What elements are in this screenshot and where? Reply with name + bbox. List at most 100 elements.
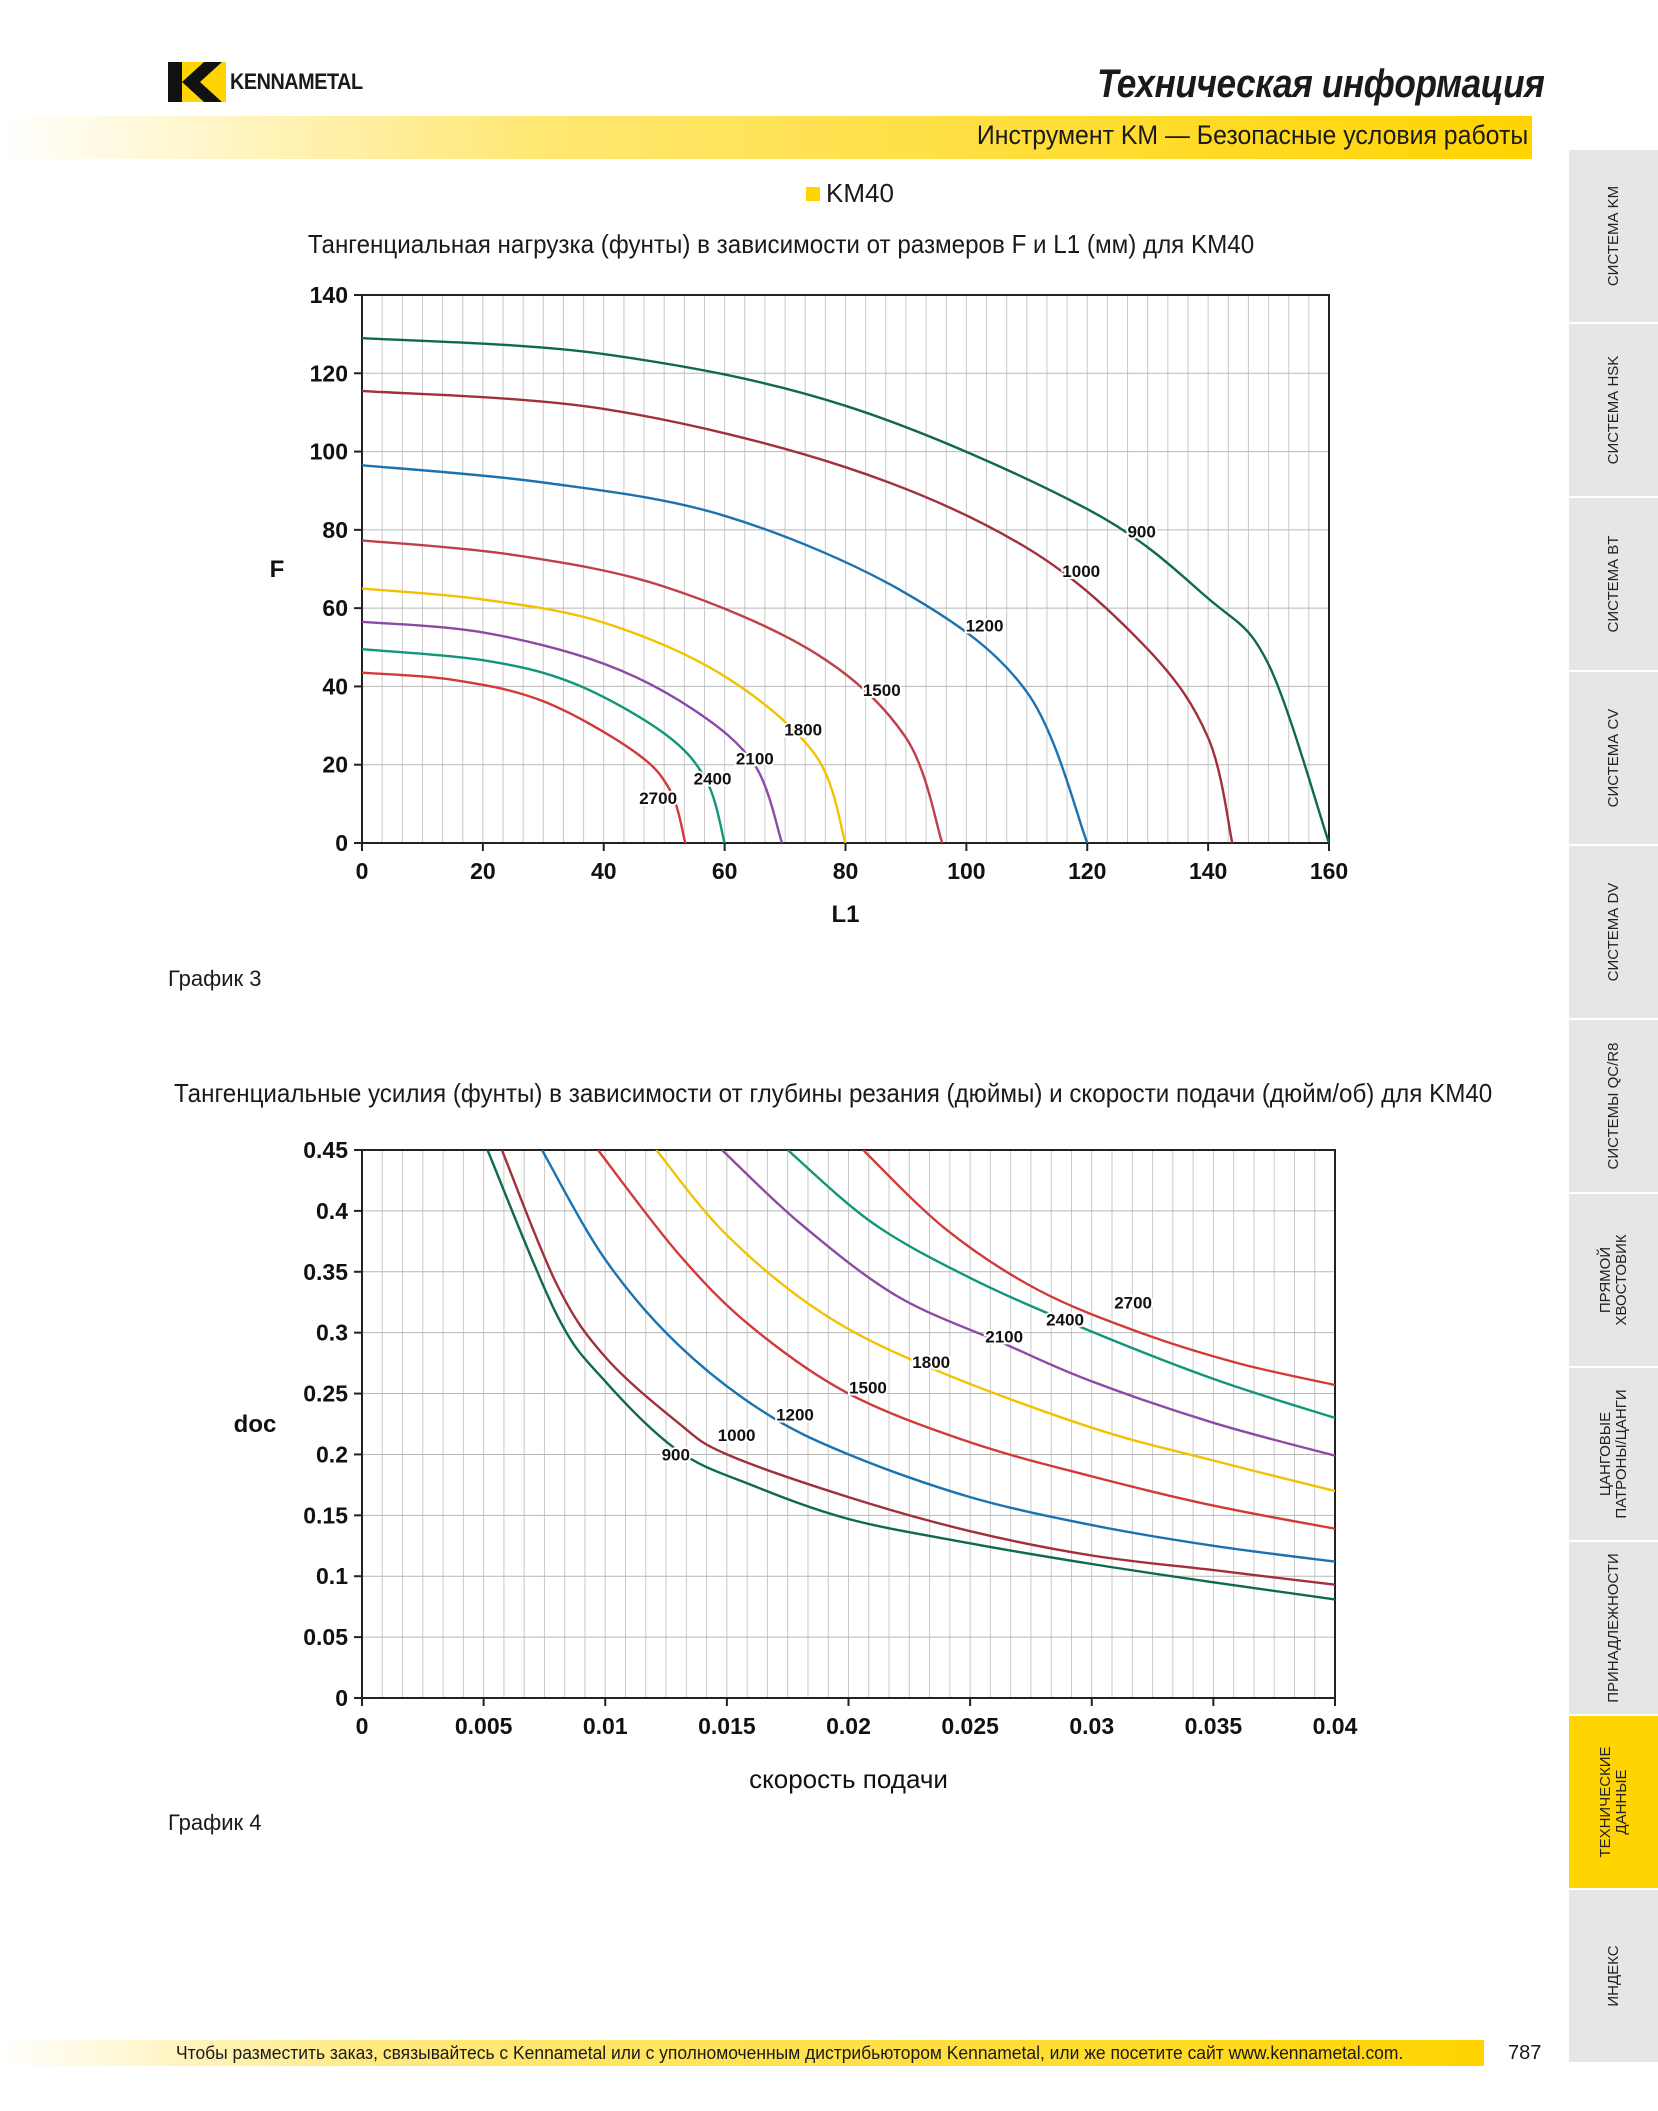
series-label: 1200 — [966, 617, 1004, 636]
series-line-1200 — [362, 464, 1089, 843]
kennametal-logo: KENNAMETAL — [168, 62, 377, 102]
sidebar-tab-label: ПРИНАДЛЕЖНОСТИ — [1604, 1553, 1622, 1703]
series-label: 2700 — [1114, 1293, 1152, 1312]
chart2-caption: График 4 — [168, 1810, 262, 1835]
chart1-title: Тангенциальная нагрузка (фунты) в зависи… — [307, 229, 1255, 259]
series-label: 2100 — [736, 750, 774, 769]
x-tick-label: 0.04 — [1313, 1713, 1358, 1739]
x-axis-title: L1 — [831, 901, 859, 928]
chart2 — [354, 1149, 1336, 1706]
y-tick-label: 0.45 — [303, 1137, 348, 1163]
series-label: 2400 — [1046, 1310, 1084, 1329]
series-label: 1500 — [863, 681, 901, 700]
sidebar-tab-10[interactable]: ИНДЕКС — [1569, 1890, 1658, 2064]
series-line-2700 — [862, 1150, 1335, 1387]
x-tick-label: 80 — [833, 858, 859, 884]
sidebar-tab-label: СИСТЕМА DV — [1604, 882, 1622, 982]
x-tick-label: 0 — [356, 858, 369, 884]
y-tick-label: 80 — [322, 517, 348, 543]
kennametal-k-icon — [168, 62, 226, 102]
y-tick-label: 0 — [335, 830, 348, 856]
series-line-2400 — [362, 648, 726, 843]
y-tick-label: 140 — [310, 282, 348, 308]
series-label: 1200 — [776, 1405, 814, 1424]
y-axis-title: F — [270, 556, 285, 583]
x-tick-label: 0.015 — [698, 1713, 756, 1739]
y-tick-label: 100 — [310, 439, 348, 465]
x-tick-label: 0.02 — [826, 1713, 871, 1739]
y-tick-label: 0.25 — [303, 1381, 348, 1407]
y-tick-label: 0.05 — [303, 1624, 348, 1650]
y-tick-label: 0.3 — [316, 1320, 348, 1346]
y-tick-label: 0.4 — [316, 1198, 348, 1224]
sidebar-tab-label: СИСТЕМА CV — [1604, 708, 1622, 808]
chart2-title: Тангенциальные усилия (фунты) в зависимо… — [174, 1078, 1493, 1108]
series-label: 2700 — [639, 789, 677, 808]
x-tick-label: 0 — [356, 1713, 369, 1739]
sidebar-tab-5[interactable]: СИСТЕМЫ QC/R8 — [1569, 1020, 1658, 1194]
sidebar-tab-8[interactable]: ПРИНАДЛЕЖНОСТИ — [1569, 1542, 1658, 1716]
y-tick-label: 20 — [322, 752, 348, 778]
chart1-caption: График 3 — [168, 966, 262, 991]
series-label: 1500 — [849, 1379, 887, 1398]
y-tick-label: 0.2 — [316, 1441, 348, 1467]
sidebar-tab-label: ИНДЕКС — [1604, 1945, 1622, 2007]
sidebar-tab-label: СИСТЕМЫ QC/R8 — [1604, 1042, 1622, 1170]
legend-swatch — [806, 186, 820, 201]
x-tick-label: 0.01 — [583, 1713, 628, 1739]
series-line-2400 — [786, 1150, 1335, 1420]
sidebar-tab-2[interactable]: СИСТЕМА BT — [1569, 498, 1658, 672]
sidebar-tab-label: ПРЯМОЙ ХВОСТОВИК — [1596, 1234, 1630, 1326]
series-label: 1000 — [1062, 562, 1100, 581]
x-tick-label: 0.03 — [1069, 1713, 1114, 1739]
sidebar-tab-label: СИСТЕМА KM — [1604, 185, 1622, 287]
page-title: Техническая информация — [1096, 62, 1545, 106]
series-line-2100 — [362, 620, 784, 843]
x-tick-label: 0.005 — [455, 1713, 513, 1739]
sidebar-tab-0[interactable]: СИСТЕМА KM — [1569, 150, 1658, 324]
series-line-1000 — [500, 1150, 1335, 1586]
sidebar-tab-label: ТЕХНИЧЕСКИЕ ДАННЫЕ — [1596, 1746, 1630, 1858]
series-label: 900 — [662, 1446, 690, 1465]
series-label: 1800 — [912, 1353, 950, 1372]
section-subtitle: Инструмент KM — Безопасные условия работ… — [976, 120, 1528, 150]
x-tick-label: 60 — [712, 858, 738, 884]
series-line-1000 — [362, 389, 1234, 843]
page-number: 787 — [1508, 2042, 1542, 2064]
series-line-900 — [486, 1150, 1335, 1601]
series-line-1500 — [597, 1150, 1335, 1530]
sidebar-tab-9[interactable]: ТЕХНИЧЕСКИЕ ДАННЫЕ — [1569, 1716, 1658, 1890]
y-tick-label: 0.1 — [316, 1563, 348, 1589]
series-label: 1000 — [718, 1426, 756, 1445]
x-tick-label: 0.025 — [941, 1713, 999, 1739]
chart-legend: KM40 — [806, 178, 894, 209]
series-line-900 — [362, 336, 1329, 843]
y-axis-title: doc — [234, 1411, 277, 1438]
y-tick-label: 40 — [322, 673, 348, 699]
series-label: 1800 — [784, 720, 822, 739]
sidebar-nav: СИСТЕМА KM СИСТЕМА HSK СИСТЕМА BT СИСТЕМА C… — [1569, 150, 1658, 2064]
sidebar-tab-label: СИСТЕМА HSK — [1604, 355, 1622, 465]
brand-name: KENNAMETAL — [230, 69, 363, 94]
sidebar-tab-6[interactable]: ПРЯМОЙ ХВОСТОВИК — [1569, 1194, 1658, 1368]
sidebar-tab-4[interactable]: СИСТЕМА DV — [1569, 846, 1658, 1020]
sidebar-tab-label: СИСТЕМА BT — [1604, 535, 1622, 633]
y-tick-label: 60 — [322, 595, 348, 621]
sidebar-tab-3[interactable]: СИСТЕМА CV — [1569, 672, 1658, 846]
x-tick-label: 120 — [1068, 858, 1106, 884]
x-tick-label: 100 — [947, 858, 985, 884]
y-tick-label: 0.15 — [303, 1502, 348, 1528]
legend-label: KM40 — [826, 178, 894, 208]
y-tick-label: 0 — [335, 1685, 348, 1711]
series-line-1800 — [655, 1150, 1335, 1493]
series-line-2700 — [362, 671, 687, 843]
sidebar-tab-7[interactable]: ЦАНГОВЫЕ ПАТРОНЫ/ЦАНГИ — [1569, 1368, 1658, 1542]
series-label: 2400 — [694, 769, 732, 788]
sidebar-tab-1[interactable]: СИСТЕМА HSK — [1569, 324, 1658, 498]
series-line-1800 — [362, 587, 847, 843]
x-tick-label: 0.035 — [1185, 1713, 1243, 1739]
y-tick-label: 120 — [310, 360, 348, 386]
series-line-1500 — [362, 539, 944, 843]
chart1 — [354, 294, 1330, 851]
